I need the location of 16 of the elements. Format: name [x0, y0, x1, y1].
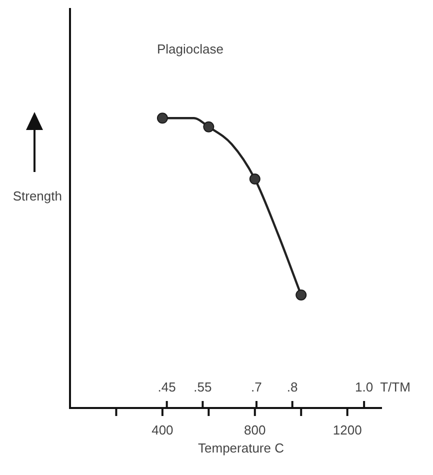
- x-tick-label: 400: [152, 422, 174, 438]
- point: [249, 174, 260, 185]
- x-tick-label: 800: [244, 422, 266, 438]
- point: [296, 289, 307, 300]
- x-tick-label: 1200: [332, 422, 362, 438]
- chart-title: Plagioclase: [157, 42, 224, 57]
- x2-tick-label: .8: [286, 380, 298, 395]
- x2-tick-label: .45: [158, 380, 176, 395]
- y-axis-title: Strength: [12, 188, 62, 204]
- x-axis-title: Temperature C: [198, 440, 284, 456]
- point: [203, 121, 214, 132]
- x2-tick-label: 1.0: [355, 380, 374, 395]
- x2-tick-label: .55: [194, 380, 212, 395]
- point: [156, 112, 168, 124]
- x2-tick-label: .7: [251, 380, 262, 395]
- x2-axis-title: T/TM: [380, 380, 410, 395]
